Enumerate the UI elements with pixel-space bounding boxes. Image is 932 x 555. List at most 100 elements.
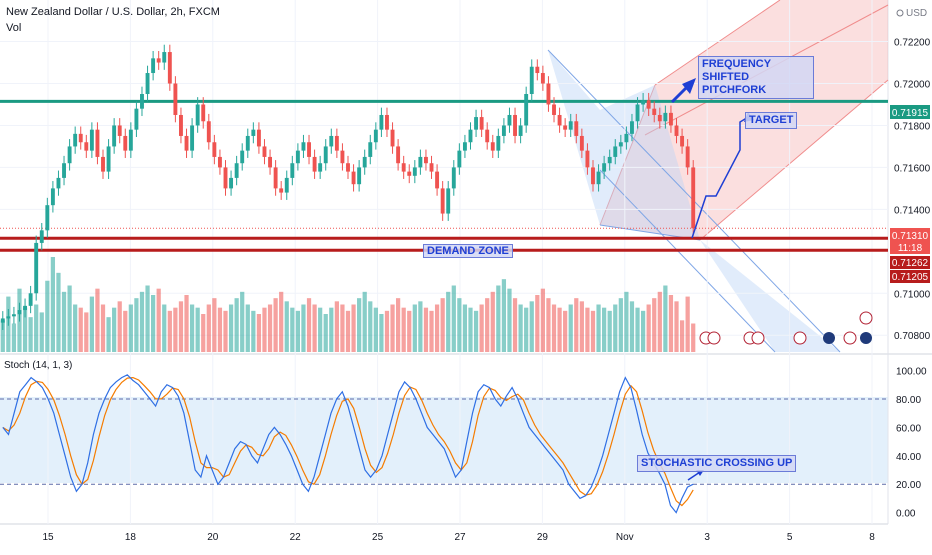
candle-body xyxy=(145,73,150,94)
volume-bar xyxy=(45,280,50,352)
price-axis[interactable]: 0.72200 0.72000 0.71800 0.71600 0.71400 0.710… xyxy=(894,38,931,343)
volume-bar xyxy=(507,288,512,352)
candle-body xyxy=(17,310,22,315)
candle-body xyxy=(585,150,590,168)
volume-legend[interactable]: Vol xyxy=(6,22,22,34)
candle-body xyxy=(424,156,428,164)
us-flag-icon[interactable] xyxy=(751,331,765,345)
time-axis[interactable]: 15 18 20 22 25 27 29 Nov 3 5 8 xyxy=(42,532,875,543)
demand-bottom-tag xyxy=(890,270,930,283)
price-tick-label: 0.70800 xyxy=(894,331,931,342)
candle-body xyxy=(479,117,484,130)
candle-body xyxy=(624,133,629,143)
volume-bar xyxy=(56,272,61,352)
volume-bar xyxy=(173,307,178,352)
stoch-cross-annotation[interactable]: STOCHASTIC CROSSING UP xyxy=(637,455,797,472)
volume-bar xyxy=(501,279,507,352)
candle-body xyxy=(613,146,618,157)
volume-bar xyxy=(295,310,301,352)
volume-bar xyxy=(635,307,640,352)
candle-body xyxy=(607,156,612,164)
candle-body xyxy=(128,129,133,151)
volume-bar xyxy=(212,298,217,352)
candle-body xyxy=(134,108,139,130)
volume-bar xyxy=(434,304,440,352)
volume-bar xyxy=(557,307,562,352)
candle-body xyxy=(385,114,389,130)
nz-flag-icon[interactable] xyxy=(823,332,835,344)
us-flag-icon[interactable] xyxy=(707,331,721,345)
volume-bar xyxy=(234,298,239,352)
volume-bar xyxy=(390,304,395,352)
time-tick-label: 27 xyxy=(454,532,466,543)
stochastic-lines xyxy=(0,374,888,514)
stoch-tick-label: 20.00 xyxy=(896,480,921,491)
candle-body xyxy=(179,114,183,136)
volume-bar xyxy=(585,307,590,352)
volume-bar xyxy=(67,285,72,352)
pitchfork-annotation[interactable]: FREQUENCY SHIFTED PITCHFORK xyxy=(698,56,814,99)
volume-bar xyxy=(640,310,646,352)
candle-body xyxy=(67,146,72,164)
volume-bar xyxy=(34,304,39,352)
volume-bar xyxy=(646,304,651,352)
us-flag-icon[interactable] xyxy=(859,311,873,325)
target-annotation[interactable]: TARGET xyxy=(745,112,798,129)
price-tick-label: 0.71600 xyxy=(894,163,931,174)
volume-bar xyxy=(629,301,635,352)
candle-body xyxy=(156,58,161,63)
volume-bar xyxy=(473,310,479,352)
candle-body xyxy=(217,156,222,168)
demand-zone-annotation[interactable]: DEMAND ZONE xyxy=(423,244,513,258)
candle-body xyxy=(557,114,562,126)
volume-bar xyxy=(279,291,284,352)
volume-bar xyxy=(151,295,156,352)
candle-body xyxy=(529,66,534,94)
us-flag-icon[interactable] xyxy=(793,331,807,345)
time-tick-label: 15 xyxy=(42,532,54,543)
candle-body xyxy=(540,73,545,84)
economic-events[interactable] xyxy=(699,311,873,345)
volume-bar xyxy=(273,298,278,352)
volume-bar xyxy=(11,323,17,352)
candle-body xyxy=(490,142,495,151)
volume-bar xyxy=(529,301,534,352)
chart-title[interactable]: New Zealand Dollar / U.S. Dollar, 2h, FX… xyxy=(6,6,220,18)
candle-body xyxy=(552,104,556,115)
current-price-text: 0.71310 xyxy=(892,231,929,242)
volume-bar xyxy=(446,291,451,352)
time-tick-label: 5 xyxy=(787,532,793,543)
candle-body xyxy=(295,150,300,164)
volume-bar xyxy=(663,285,668,352)
stoch-axis[interactable]: 100.00 80.00 60.00 40.00 20.00 0.00 xyxy=(896,367,927,520)
candle-body xyxy=(251,129,256,136)
candle-body xyxy=(6,316,11,319)
pitchfork-red-handle xyxy=(599,84,656,226)
volume-bar xyxy=(117,301,122,352)
volume-bar xyxy=(84,312,89,352)
candle-body xyxy=(34,242,39,294)
candle-body xyxy=(412,167,417,176)
volume-bar xyxy=(39,312,44,352)
volume-bar xyxy=(78,307,83,352)
volume-bar xyxy=(546,298,551,352)
stoch-tick-label: 60.00 xyxy=(896,423,921,434)
us-flag-icon[interactable] xyxy=(843,331,857,345)
volume-bar xyxy=(379,314,384,352)
candle-body xyxy=(462,142,467,151)
stoch-legend[interactable]: Stoch (14, 1, 3) xyxy=(4,360,73,371)
candle-body xyxy=(468,129,473,143)
candle-body xyxy=(240,150,245,164)
volume-bar xyxy=(568,304,573,352)
candle-body xyxy=(190,125,195,151)
candle-body xyxy=(618,142,623,147)
candle-body xyxy=(173,83,178,115)
currency-label[interactable]: USD xyxy=(906,8,927,19)
candle-body xyxy=(101,156,105,172)
demand-top-tag xyxy=(890,256,930,269)
demand-top-text: 0.71262 xyxy=(892,258,929,269)
volume-bar xyxy=(440,298,445,352)
volume-bar xyxy=(61,291,67,352)
nz-flag-icon[interactable] xyxy=(860,332,872,344)
